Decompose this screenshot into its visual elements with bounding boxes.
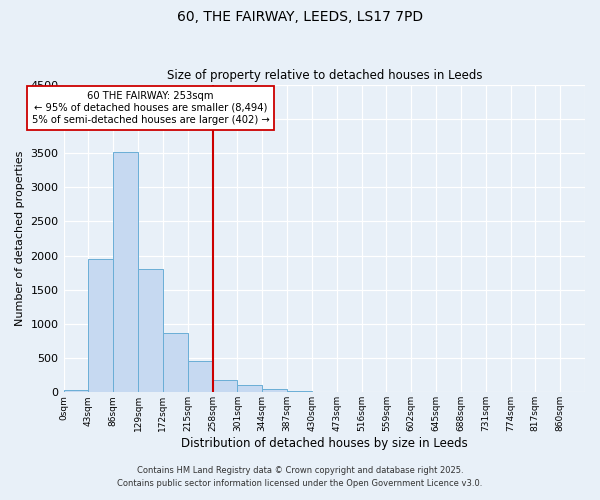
Bar [212, 380, 238, 392]
Y-axis label: Number of detached properties: Number of detached properties [15, 150, 25, 326]
Bar [113, 152, 138, 392]
Text: Contains HM Land Registry data © Crown copyright and database right 2025.
Contai: Contains HM Land Registry data © Crown c… [118, 466, 482, 487]
Bar [163, 333, 188, 392]
Bar [88, 259, 113, 392]
Bar [287, 391, 312, 392]
Title: Size of property relative to detached houses in Leeds: Size of property relative to detached ho… [167, 69, 482, 82]
X-axis label: Distribution of detached houses by size in Leeds: Distribution of detached houses by size … [181, 437, 467, 450]
Bar [188, 361, 212, 392]
Bar [238, 386, 262, 392]
Bar [64, 390, 88, 392]
Text: 60, THE FAIRWAY, LEEDS, LS17 7PD: 60, THE FAIRWAY, LEEDS, LS17 7PD [177, 10, 423, 24]
Bar [138, 269, 163, 392]
Bar [262, 389, 287, 392]
Text: 60 THE FAIRWAY: 253sqm
← 95% of detached houses are smaller (8,494)
5% of semi-d: 60 THE FAIRWAY: 253sqm ← 95% of detached… [32, 92, 269, 124]
